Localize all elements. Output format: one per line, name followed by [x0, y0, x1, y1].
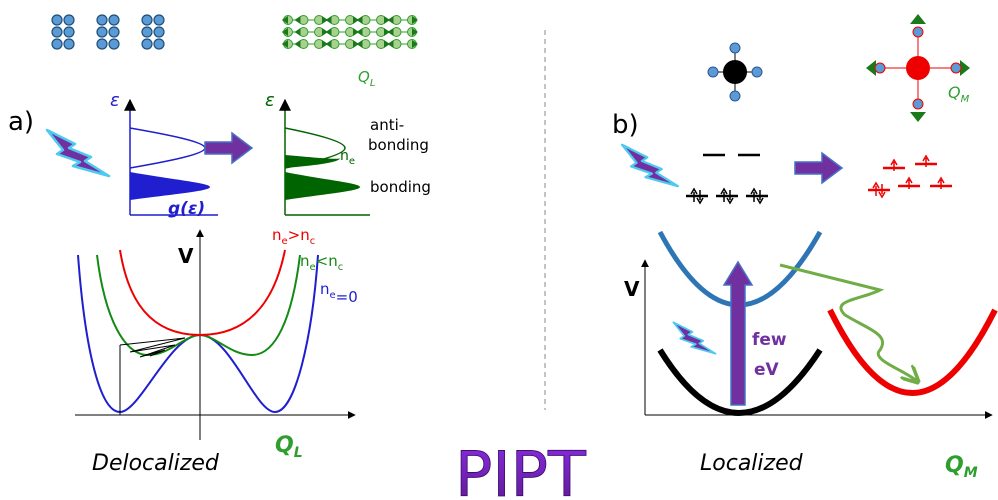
displacement [294, 40, 301, 48]
molecule-distorted [866, 14, 970, 122]
spin-up [922, 154, 930, 167]
displacement [325, 28, 332, 36]
displacement [356, 40, 363, 48]
spin-down [756, 190, 764, 205]
displacement [387, 16, 394, 24]
atom [63, 38, 75, 50]
axis-label: QL [275, 433, 303, 461]
spin-up [937, 176, 945, 189]
spin-up [905, 176, 913, 189]
lattice-mode [282, 15, 418, 49]
curve-label: ne=0 [320, 280, 358, 306]
atom [51, 38, 63, 50]
atom [63, 26, 75, 38]
atom [153, 38, 165, 50]
panel-label: b) [612, 110, 639, 140]
atom [63, 14, 75, 26]
displacement [384, 40, 390, 48]
potential-plot [641, 230, 998, 419]
spin-up [890, 158, 898, 171]
caption: Delocalized [92, 451, 220, 476]
displacement [322, 16, 328, 24]
panel-label: a) [8, 107, 34, 137]
displacement [353, 40, 359, 48]
label: few [752, 330, 787, 350]
energy-levels [686, 153, 768, 198]
displacement [356, 28, 363, 36]
atom [108, 26, 120, 38]
light-pulse [672, 321, 717, 355]
atom [51, 26, 63, 38]
light-pulse [620, 143, 680, 188]
atom [96, 14, 108, 26]
light-pulse [45, 128, 111, 178]
mode-label: QM [948, 83, 970, 105]
spin-down [726, 190, 734, 205]
axis-label: QM [945, 453, 978, 481]
label: anti- [370, 116, 404, 134]
displacement [294, 28, 301, 36]
potential-plot [75, 229, 356, 440]
dos-plot [124, 98, 218, 216]
displacement [384, 16, 390, 24]
axis-label: ε [265, 90, 275, 111]
spin-up [720, 187, 728, 202]
displacement [325, 16, 332, 24]
atom [153, 26, 165, 38]
label: bonding [370, 178, 431, 196]
label: ne [340, 148, 355, 167]
label: bonding [368, 136, 429, 154]
displacement [387, 40, 394, 48]
atom [108, 14, 120, 26]
atom [108, 38, 120, 50]
displacement [356, 16, 363, 24]
displacement [387, 28, 394, 36]
displacement [322, 28, 328, 36]
atom [141, 26, 153, 38]
axis-label: ε [110, 90, 120, 111]
title: PIPT [455, 438, 587, 500]
energy-levels-split [868, 162, 952, 192]
axis-label: V [178, 244, 194, 268]
molecule [707, 42, 763, 102]
arrow [794, 151, 844, 185]
spin-up [690, 187, 698, 202]
caption: Localized [700, 451, 804, 476]
displacement [353, 28, 359, 36]
spin-up [750, 187, 758, 202]
axis-label: V [624, 277, 640, 301]
axis-label: g(ε) [168, 199, 205, 219]
displacement [353, 16, 359, 24]
spin-down [696, 190, 704, 205]
atom [96, 38, 108, 50]
lattice-delocalized [51, 14, 165, 50]
arrow [204, 131, 254, 165]
mode-label: QL [358, 68, 375, 89]
displacement [294, 16, 301, 24]
displacement [325, 40, 332, 48]
displacement [322, 40, 328, 48]
atom [141, 38, 153, 50]
label: eV [754, 360, 780, 380]
curve-label: ne>nc [272, 226, 315, 247]
dos-plot [279, 98, 370, 216]
atom [96, 26, 108, 38]
atom [51, 14, 63, 26]
atom [153, 14, 165, 26]
atom [141, 14, 153, 26]
displacement [384, 28, 390, 36]
curve-label: ne<nc [300, 252, 343, 273]
